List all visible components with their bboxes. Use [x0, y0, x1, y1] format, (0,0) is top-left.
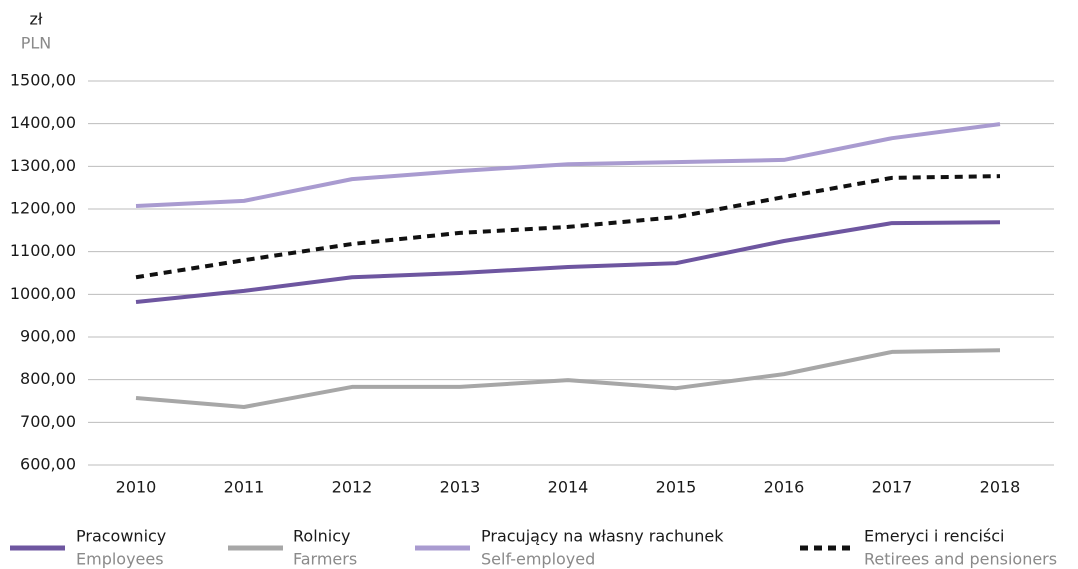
series-line — [135, 220, 1001, 305]
y-tick-label: 1400,00 — [10, 113, 76, 132]
y-tick-label: 1500,00 — [10, 71, 76, 90]
x-tick-label: 2011 — [224, 478, 265, 497]
x-tick-label: 2010 — [116, 478, 157, 497]
y-tick-label: 900,00 — [20, 327, 76, 346]
legend-label-en: Farmers — [293, 550, 357, 569]
x-tick-label: 2014 — [548, 478, 589, 497]
y-tick-label: 700,00 — [20, 412, 76, 431]
y-tick-label: 1300,00 — [10, 156, 76, 175]
legend-label: Pracujący na własny rachunek — [481, 527, 724, 546]
series-line — [135, 122, 1001, 209]
y-tick-label: 1200,00 — [10, 199, 76, 218]
x-tick-label: 2015 — [656, 478, 697, 497]
legend-label-en: Retirees and pensioners — [864, 550, 1057, 569]
series-line — [135, 348, 1001, 409]
x-tick-label: 2016 — [764, 478, 805, 497]
y-tick-label: 600,00 — [20, 455, 76, 474]
y-tick-label: 1000,00 — [10, 284, 76, 303]
unit-label-en: PLN — [21, 34, 52, 53]
unit-label: zł — [30, 10, 43, 29]
legend-label: Rolnicy — [293, 527, 350, 546]
y-tick-label: 800,00 — [20, 369, 76, 388]
x-tick-label: 2013 — [440, 478, 481, 497]
series-line — [135, 174, 1001, 280]
x-tick-label: 2018 — [980, 478, 1021, 497]
x-tick-label: 2012 — [332, 478, 373, 497]
legend-label-en: Self-employed — [481, 550, 595, 569]
x-tick-label: 2017 — [872, 478, 913, 497]
legend-label-en: Employees — [76, 550, 164, 569]
legend-label: Pracownicy — [76, 527, 166, 546]
y-tick-label: 1100,00 — [10, 241, 76, 260]
legend-label: Emeryci i renciści — [864, 527, 1004, 546]
